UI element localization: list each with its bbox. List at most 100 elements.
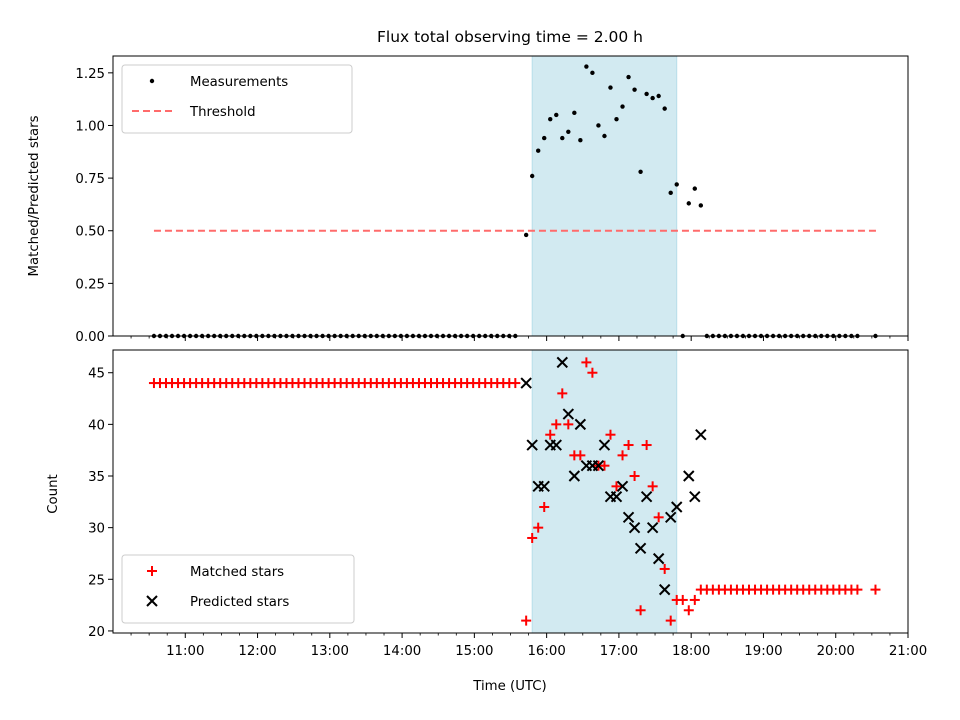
matched-star-marker xyxy=(617,450,628,461)
predicted-star-marker xyxy=(646,521,659,534)
predicted-star-marker xyxy=(616,480,629,493)
x-tick-label: 14:00 xyxy=(383,644,421,659)
matched-star-marker xyxy=(539,501,550,512)
measurement-point xyxy=(608,85,613,90)
measurement-point xyxy=(656,93,661,99)
predicted-star-marker xyxy=(520,377,532,389)
matched-star-marker xyxy=(575,450,586,461)
predicted-star-marker xyxy=(658,583,671,596)
matched-star-marker xyxy=(587,367,598,378)
predicted-star-marker xyxy=(610,490,623,503)
predicted-star-marker xyxy=(598,439,611,451)
matched-star-marker xyxy=(623,440,634,451)
measurement-point xyxy=(542,135,547,141)
predicted-star-marker xyxy=(538,480,550,493)
measurement-point xyxy=(548,116,553,122)
y-tick-label: 45 xyxy=(88,367,105,382)
predicted-star-marker xyxy=(695,428,707,441)
matched-star-marker xyxy=(563,419,574,430)
measurement-point xyxy=(674,182,679,187)
measurement-point xyxy=(644,91,649,97)
legend-label: Predicted stars xyxy=(190,595,289,610)
measurement-point xyxy=(566,129,571,134)
matched-star-marker xyxy=(521,615,532,626)
y-tick-label: 0.25 xyxy=(75,277,105,292)
bottom-y-axis-label: Count xyxy=(46,474,61,514)
legend-label: Matched stars xyxy=(190,565,284,580)
y-tick-label: 1.00 xyxy=(75,119,105,134)
predicted-star-marker xyxy=(671,501,683,513)
matched-star-marker xyxy=(641,440,652,451)
y-tick-label: 30 xyxy=(88,522,105,537)
predicted-star-marker xyxy=(556,356,569,369)
y-tick-label: 0.75 xyxy=(75,172,105,187)
legend-label: Measurements xyxy=(190,75,288,90)
x-tick-label: 17:00 xyxy=(600,644,638,659)
x-tick-label: 11:00 xyxy=(166,644,204,659)
matched-star-marker xyxy=(677,594,688,605)
y-tick-label: 35 xyxy=(88,470,105,485)
measurement-point xyxy=(632,87,637,92)
matched-star-marker xyxy=(665,615,676,626)
measurement-point xyxy=(686,201,691,206)
y-tick-label: 0.00 xyxy=(75,330,105,345)
matched-star-marker xyxy=(683,605,694,616)
measurement-point xyxy=(554,112,559,118)
x-tick-label: 18:00 xyxy=(672,644,710,659)
predicted-star-marker xyxy=(526,439,538,451)
measurement-point xyxy=(614,116,619,122)
matched-star-marker xyxy=(581,357,592,368)
predicted-star-marker xyxy=(568,470,581,482)
x-tick-label: 16:00 xyxy=(527,644,565,659)
measurement-point xyxy=(650,95,655,101)
predicted-star-marker xyxy=(664,511,677,524)
highlight-span xyxy=(531,55,678,337)
legend: Matched stars Predicted stars xyxy=(121,554,355,624)
matched-star-marker xyxy=(659,563,670,574)
legend-label: Threshold xyxy=(189,105,256,120)
matched-star-marker xyxy=(599,460,610,471)
predicted-star-marker xyxy=(592,459,605,472)
x-tick-label: 20:00 xyxy=(817,644,855,659)
legend-predicted-marker xyxy=(146,595,158,607)
measurement-point xyxy=(638,169,643,174)
predicted-star-marker xyxy=(562,408,575,420)
matched-star-marker xyxy=(611,481,622,492)
legend-box xyxy=(121,64,353,134)
measurement-point xyxy=(602,133,607,139)
measurement-point xyxy=(662,106,667,111)
matched-star-marker xyxy=(527,532,538,543)
measurement-point xyxy=(620,104,625,109)
chart-title: Flux total observing time = 2.00 h xyxy=(377,28,643,46)
matched-star-marker xyxy=(852,584,863,595)
matched-star-marker xyxy=(605,429,616,440)
measurement-point xyxy=(692,186,697,191)
predicted-star-marker xyxy=(689,490,701,503)
measurement-point xyxy=(668,190,673,196)
predicted-star-marker xyxy=(640,490,653,503)
highlight-span xyxy=(531,349,678,634)
measurement-point xyxy=(529,173,535,179)
predicted-star-marker xyxy=(652,552,665,565)
predicted-star-marker xyxy=(634,542,647,555)
legend-box xyxy=(121,554,355,624)
top-panel: 0.00 0.25 0.50 0.75 1.00 1.25 Measurements Thre… xyxy=(75,55,909,345)
matched-star-marker xyxy=(533,522,544,533)
measurement-point xyxy=(698,203,704,208)
matched-star-marker xyxy=(689,594,700,605)
measurement-point xyxy=(584,64,589,69)
measurement-point xyxy=(560,135,565,141)
top-y-axis-label: Matched/Predicted stars xyxy=(27,115,42,276)
measurement-point xyxy=(578,138,583,143)
x-tick-label: 19:00 xyxy=(744,644,782,659)
y-tick-label: 40 xyxy=(88,418,105,433)
measurement-point xyxy=(626,74,631,80)
measurement-point xyxy=(572,110,577,116)
matched-star-marker xyxy=(647,481,658,492)
matched-star-marker xyxy=(653,512,664,523)
y-tick-label: 25 xyxy=(88,573,105,588)
measurement-point xyxy=(596,123,601,128)
matched-star-marker xyxy=(510,378,521,389)
legend: Measurements Threshold xyxy=(121,64,353,134)
